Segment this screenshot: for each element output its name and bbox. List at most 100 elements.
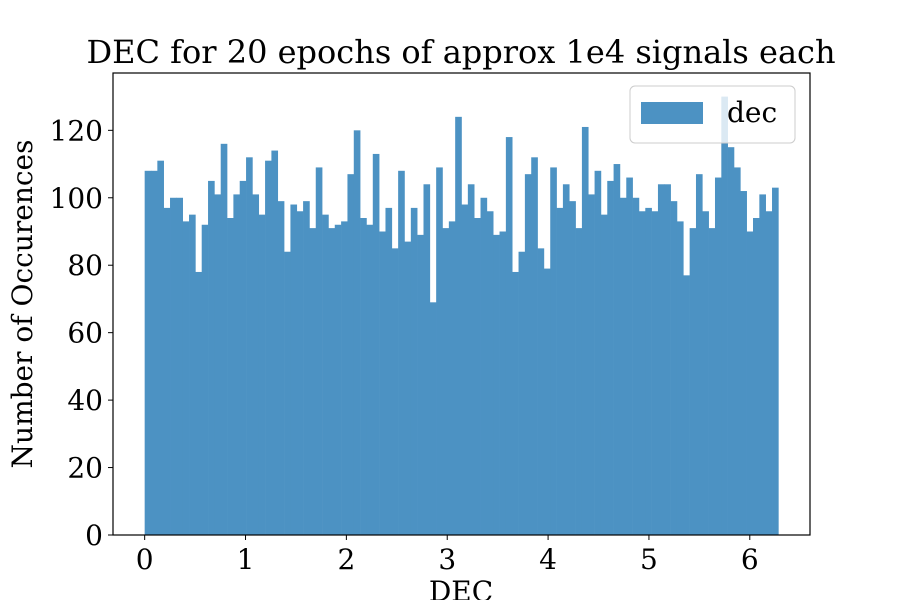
histogram-bar: [594, 170, 602, 536]
histogram-bar: [702, 211, 709, 535]
histogram-bar: [683, 275, 690, 535]
histogram-bar: [176, 197, 183, 535]
histogram-bar: [772, 187, 779, 535]
x-axis-ticks: 0 1 2 3 4 5 6: [136, 535, 759, 576]
x-tick-label: 6: [741, 543, 759, 576]
histogram-bar: [505, 137, 513, 535]
histogram-bar: [398, 170, 405, 536]
histogram-bar: [740, 191, 747, 535]
histogram-bar: [296, 211, 304, 535]
histogram-bar: [493, 234, 500, 535]
histogram-bar: [353, 130, 361, 535]
histogram-bar: [518, 251, 526, 536]
histogram-bar: [651, 211, 659, 535]
histogram-bar: [309, 228, 317, 535]
histogram-bar: [632, 197, 640, 535]
y-tick-label: 40: [67, 384, 103, 417]
histogram-bar: [714, 177, 722, 536]
histogram-bar: [366, 224, 374, 535]
histogram-bar: [657, 184, 665, 535]
histogram-bar: [480, 197, 488, 535]
histogram-bar: [759, 194, 766, 535]
histogram-bar: [721, 96, 728, 536]
histogram-bar: [220, 143, 228, 535]
histogram-bar: [550, 167, 557, 536]
histogram-bar: [163, 207, 171, 535]
histogram-bar: [157, 160, 164, 535]
histogram-bar: [442, 228, 450, 535]
histogram-bar: [341, 221, 348, 535]
histogram-bar: [588, 194, 595, 535]
histogram-bar: [334, 224, 342, 535]
histogram-bar: [689, 228, 697, 535]
histogram-bar: [524, 174, 532, 536]
y-tick-label: 0: [85, 519, 103, 552]
histogram-bar: [619, 197, 627, 535]
histogram-bar: [303, 201, 310, 535]
histogram-bar: [436, 167, 443, 536]
x-tick-label: 1: [237, 543, 255, 576]
histogram-bar: [170, 197, 177, 535]
histogram-bar: [347, 174, 355, 536]
histogram-bar: [676, 221, 684, 535]
bars-group: [144, 96, 779, 536]
histogram-bar: [360, 218, 367, 535]
histogram-bar: [322, 214, 329, 535]
histogram-bar: [208, 180, 215, 535]
histogram-bar: [391, 248, 399, 536]
histogram-bar: [246, 157, 253, 535]
histogram-bar: [239, 180, 247, 535]
histogram-bar: [562, 184, 570, 535]
legend-swatch-dec: [641, 102, 703, 124]
histogram-bar: [410, 207, 418, 535]
legend-box: [629, 85, 796, 144]
histogram-bar: [664, 184, 671, 535]
histogram-bar: [645, 207, 652, 535]
y-tick-label: 80: [67, 249, 103, 282]
histogram-bar: [461, 204, 469, 535]
histogram-bar: [556, 207, 564, 535]
histogram-bar: [733, 167, 741, 536]
histogram-bar: [277, 201, 285, 535]
histogram-bar: [537, 248, 545, 536]
histogram-bar: [417, 234, 424, 535]
histogram-bar: [575, 228, 583, 535]
histogram-bar: [448, 221, 456, 535]
histogram-bar: [467, 184, 475, 535]
histogram-bar: [708, 228, 716, 535]
histogram-bar: [265, 160, 272, 535]
y-tick-label: 100: [50, 182, 103, 215]
histogram-bar: [195, 271, 202, 535]
histogram-bar: [753, 218, 760, 535]
legend: dec: [629, 85, 796, 144]
histogram-bar: [271, 150, 279, 535]
histogram-bar: [201, 224, 209, 535]
histogram-bar: [182, 221, 190, 535]
histogram-bar: [486, 211, 494, 535]
x-tick-label: 2: [337, 543, 355, 576]
histogram-bar: [144, 170, 152, 536]
x-tick-label: 5: [640, 543, 658, 576]
histogram-bar: [695, 174, 703, 536]
histogram-bar: [227, 218, 234, 535]
histogram-bar: [499, 231, 507, 535]
histogram-bar: [372, 153, 380, 535]
y-axis-label: Number of Occurences: [6, 140, 39, 469]
histogram-bar: [258, 214, 266, 535]
histogram-bar: [189, 214, 196, 535]
chart-title: DEC for 20 epochs of approx 1e4 signals …: [86, 33, 835, 71]
histogram-bar: [613, 164, 621, 536]
y-axis-ticks: 0 20 40 60 80 100 120: [50, 114, 113, 552]
histogram-bar: [626, 177, 633, 536]
histogram-bar: [727, 147, 735, 535]
histogram-bar: [233, 194, 241, 535]
histogram-bar: [252, 194, 260, 535]
histogram-bar: [455, 116, 462, 535]
x-tick-label: 3: [438, 543, 456, 576]
histogram-bar: [569, 201, 576, 535]
histogram-bar: [290, 204, 298, 535]
histogram-bar: [214, 194, 222, 535]
histogram-bar: [531, 157, 538, 535]
histogram-bar: [581, 126, 589, 536]
histogram-bar: [638, 211, 646, 535]
